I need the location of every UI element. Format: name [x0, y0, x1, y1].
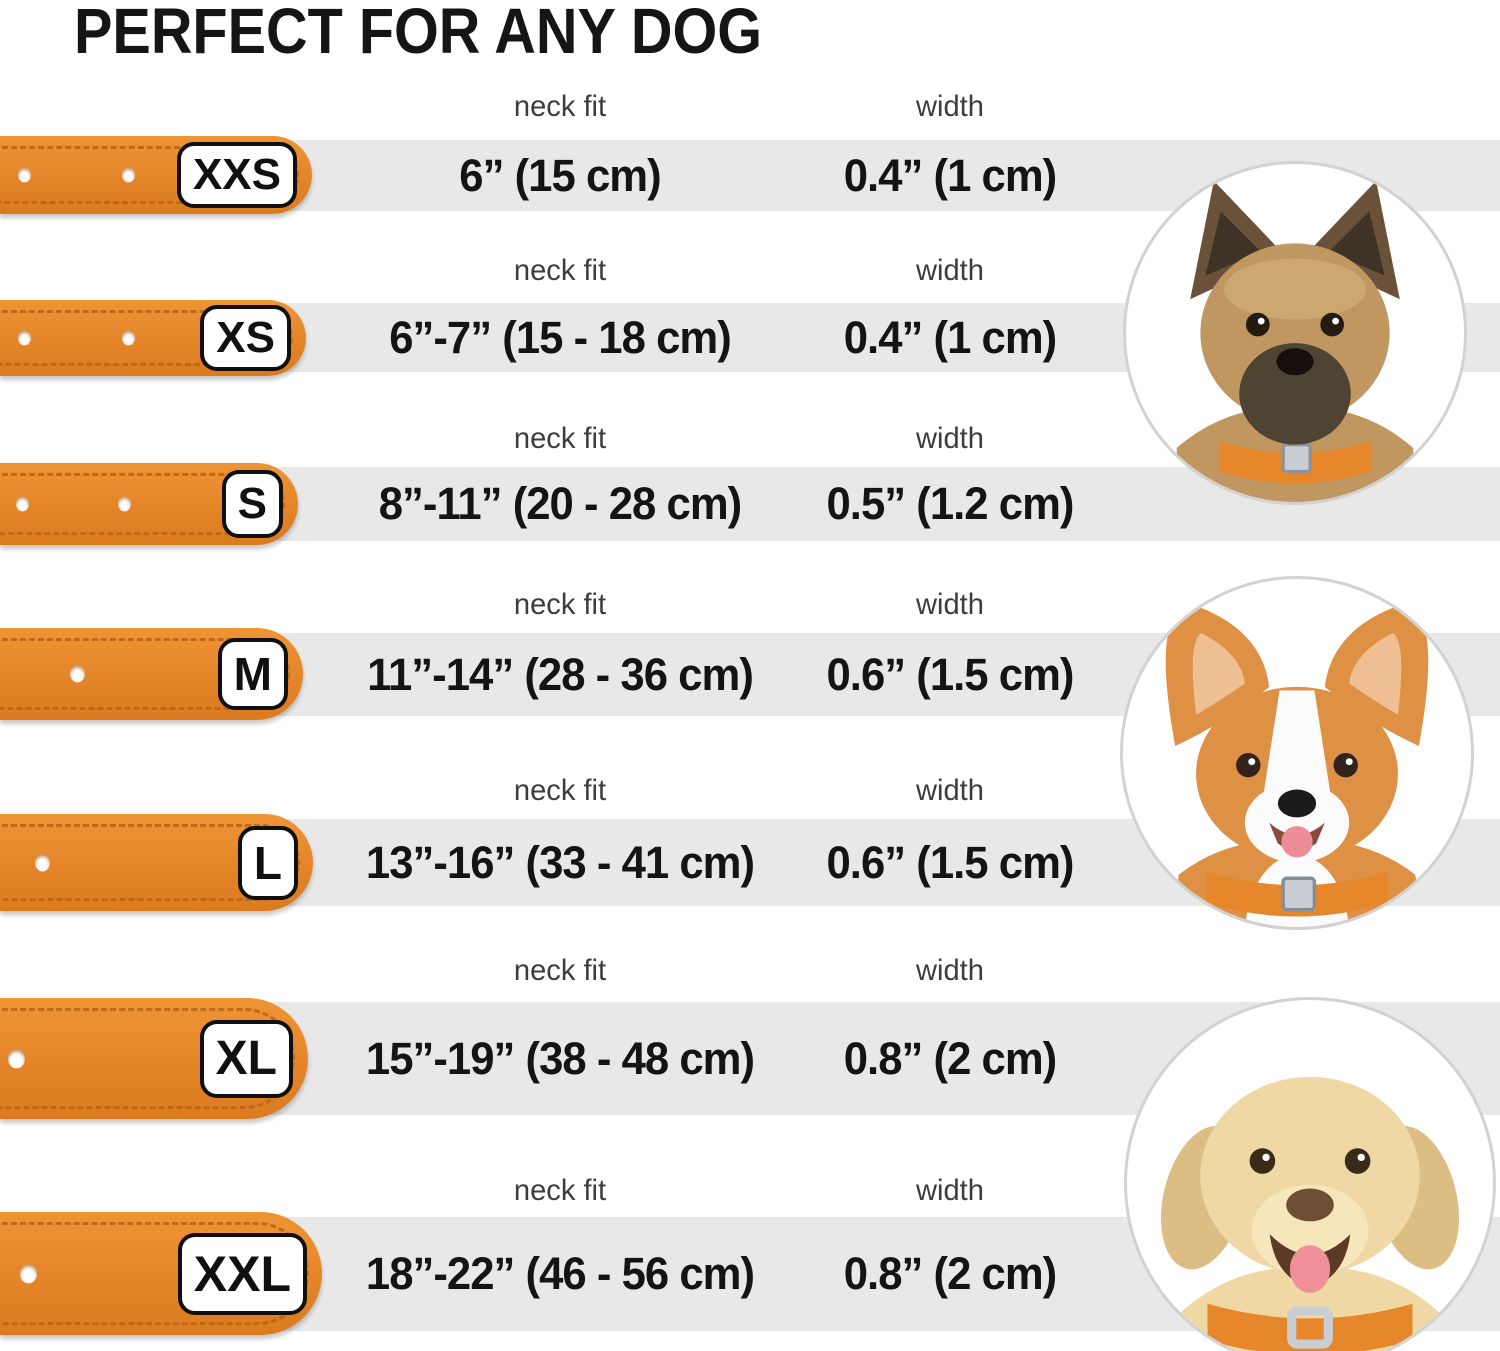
page-title: PERFECT FOR ANY DOG [74, 0, 763, 67]
collar-stitching [0, 638, 290, 710]
column-header-neck-fit: neck fit [513, 1174, 607, 1207]
collar-hole [122, 167, 135, 183]
width-value: 0.4” (1 cm) [843, 149, 1058, 201]
collar-graphic-xs: XS [0, 300, 306, 376]
neck-fit-value: 6”-7” (15 - 18 cm) [389, 311, 732, 363]
collar-hole [118, 496, 131, 512]
collar-stitching [0, 473, 285, 535]
size-badge-label: XL [215, 1032, 277, 1085]
collar-stitching [0, 824, 300, 901]
size-badge: S [221, 470, 283, 538]
column-header-neck-fit: neck fit [513, 90, 607, 123]
collar-stitching [0, 146, 299, 204]
collar-hole [20, 1264, 37, 1283]
column-header-neck-fit: neck fit [513, 422, 607, 455]
collar-graphic-m: M [0, 628, 303, 720]
neck-fit-value: 8”-11” (20 - 28 cm) [378, 478, 742, 529]
collar-graphic-xl: XL [0, 998, 308, 1119]
dog-photo-corgi [1120, 576, 1474, 930]
terrier-illustration [1176, 180, 1414, 502]
neck-fit-value: 13”-16” (33 - 41 cm) [365, 836, 755, 888]
collar-hole [8, 1049, 25, 1068]
column-header-neck-fit: neck fit [513, 588, 607, 621]
width-value: 0.6” (1.5 cm) [826, 836, 1074, 888]
collar-hole [70, 665, 85, 683]
width-value: 0.8” (2 cm) [843, 1032, 1058, 1084]
collar-graphic-l: L [0, 814, 313, 911]
collar-hole [122, 330, 135, 346]
collar-hole [18, 330, 31, 346]
collar-stitching [0, 310, 293, 366]
column-header-neck-fit: neck fit [513, 954, 607, 987]
dog-photo-labrador [1124, 997, 1496, 1351]
size-badge-label: S [237, 479, 267, 528]
dog-photo-terrier [1123, 161, 1467, 505]
collar-hole [35, 854, 50, 871]
column-header-width: width [916, 774, 984, 807]
neck-fit-value: 15”-19” (38 - 48 cm) [365, 1032, 755, 1084]
collar-hole [18, 167, 31, 183]
column-header-width: width [916, 1174, 984, 1207]
collar-stitching [0, 1008, 295, 1109]
size-badge-label: L [253, 836, 282, 889]
column-header-width: width [916, 90, 984, 123]
size-badge-label: XS [216, 313, 275, 362]
collar-graphic-xxl: XXL [0, 1212, 322, 1335]
labrador-illustration [1160, 1076, 1460, 1351]
size-badge: L [237, 825, 298, 900]
width-value: 0.6” (1.5 cm) [826, 648, 1074, 700]
size-badge-label: XXS [192, 150, 281, 199]
collar-hole [16, 496, 29, 512]
neck-fit-value: 11”-14” (28 - 36 cm) [367, 648, 754, 700]
column-header-width: width [916, 588, 984, 621]
neck-fit-value: 6” (15 cm) [459, 149, 661, 201]
size-badge: XS [200, 305, 291, 371]
width-value: 0.4” (1 cm) [843, 311, 1058, 363]
column-header-width: width [916, 954, 984, 987]
size-badge-label: M [233, 648, 272, 700]
column-header-width: width [916, 254, 984, 287]
collar-graphic-s: S [0, 463, 298, 545]
collar-graphic-xxs: XXS [0, 136, 312, 214]
size-badge: XL [199, 1019, 293, 1098]
width-value: 0.8” (2 cm) [843, 1248, 1058, 1299]
size-badge: M [217, 638, 288, 710]
column-header-width: width [916, 422, 984, 455]
column-header-neck-fit: neck fit [513, 254, 607, 287]
size-badge-label: XXL [193, 1245, 291, 1302]
size-badge: XXL [177, 1232, 307, 1315]
column-header-neck-fit: neck fit [513, 774, 607, 807]
size-badge: XXS [176, 142, 297, 208]
width-value: 0.5” (1.2 cm) [826, 478, 1074, 529]
neck-fit-value: 18”-22” (46 - 56 cm) [365, 1248, 755, 1299]
corgi-illustration [1165, 603, 1429, 927]
collar-stitching [0, 1222, 309, 1325]
